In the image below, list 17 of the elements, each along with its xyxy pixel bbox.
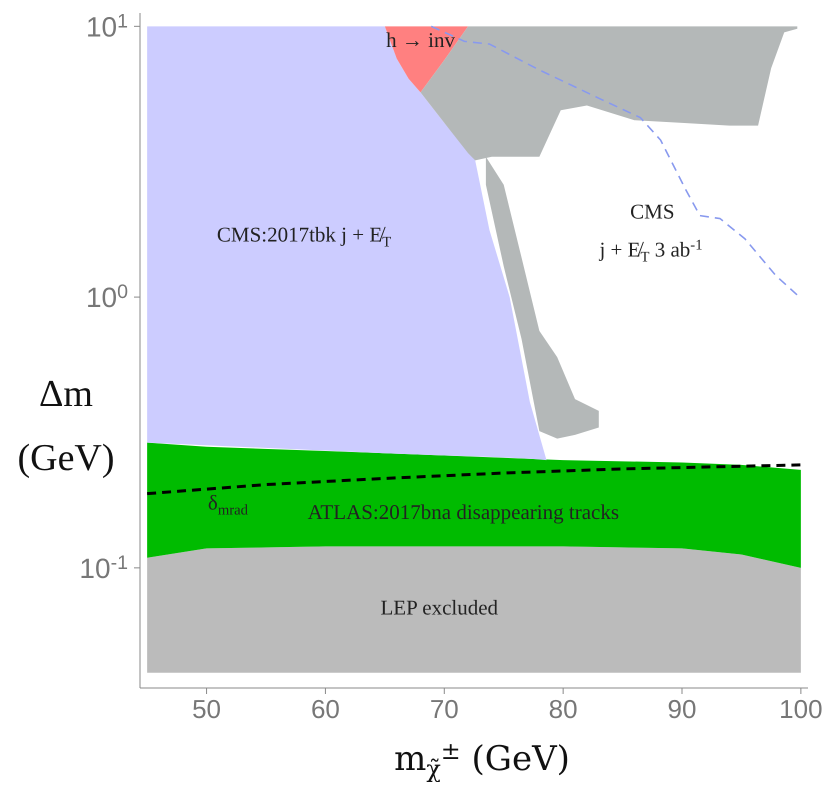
x-tick-label: 90	[668, 694, 696, 724]
x-tick-label: 80	[548, 694, 578, 724]
annotation: CMS	[630, 199, 675, 224]
annotation: LEP excluded	[380, 596, 499, 620]
annotation: ATLAS:2017bna disappearing tracks	[308, 500, 620, 524]
y-axis-title: Δm (GeV)	[17, 373, 115, 479]
annotation: δ$_{mrad}$	[208, 490, 249, 518]
annotation: CMS:2017tbk j + E̸$_{T}$	[216, 222, 392, 250]
y-tick-label: 10$^{1}$	[86, 10, 128, 42]
x-tick-label: 70	[430, 694, 459, 724]
y-tick-label: 10$^{0}$	[86, 281, 128, 314]
x-tick-label: 100	[779, 694, 823, 724]
y-tick-label: 10$^{-1}$	[79, 552, 128, 584]
line-series	[146, 463, 802, 496]
x-tick-label: 60	[310, 694, 340, 724]
x-tick-label: 50	[192, 694, 222, 724]
annotation: j + E̸$_{T}$ 3 ab$^{-1}$	[598, 237, 703, 265]
